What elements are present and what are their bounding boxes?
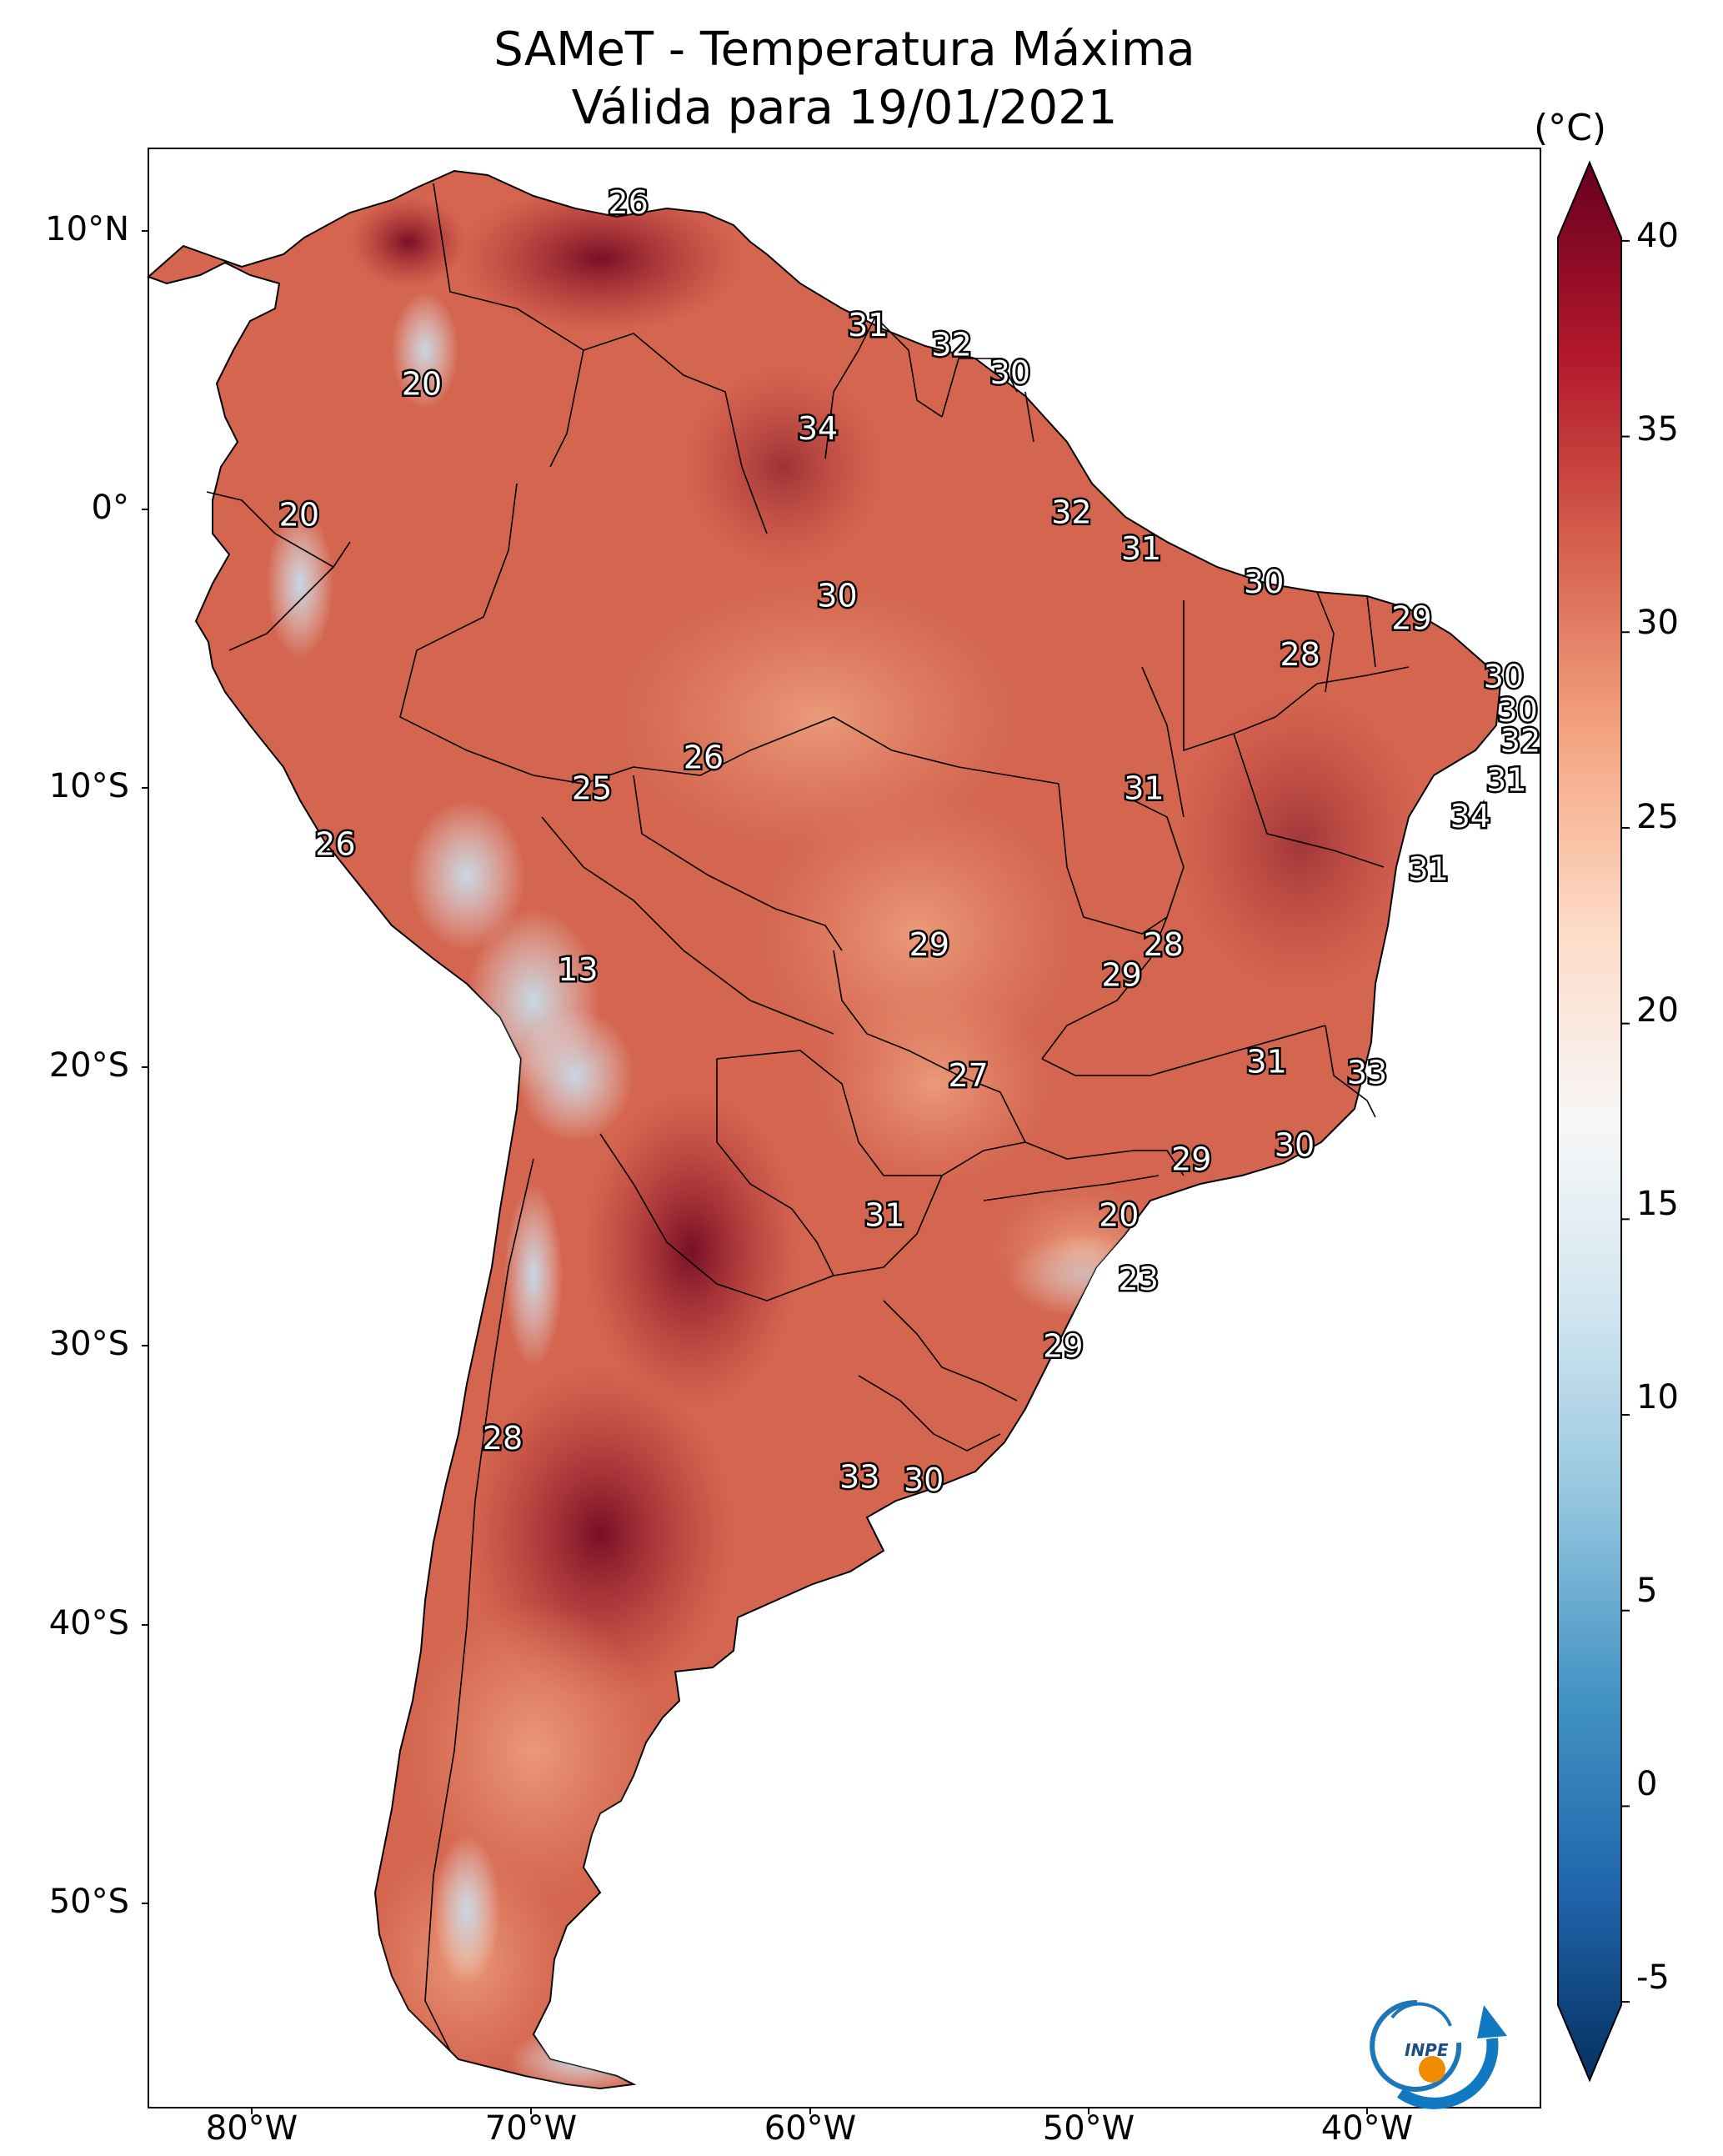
temperature-label: 29: [1101, 957, 1141, 994]
temperature-label: 23: [1119, 1261, 1159, 1297]
lat-label: 50°S: [48, 1883, 129, 1921]
temperature-label: 33: [1347, 1055, 1387, 1091]
temperature-label: 32: [931, 327, 971, 364]
map-title: SAMeT - Temperatura Máxima: [493, 23, 1195, 77]
temperature-label: 32: [1500, 723, 1540, 760]
temperature-label: 28: [1144, 926, 1184, 963]
temperature-label: 34: [798, 410, 838, 447]
temperature-label: 27: [948, 1057, 988, 1094]
temperature-label: 20: [1099, 1196, 1139, 1233]
temperature-label: 31: [848, 307, 888, 343]
lon-label: 80°W: [205, 2109, 298, 2148]
temperature-label: 32: [1051, 494, 1091, 530]
temperature-label: 31: [1408, 851, 1448, 888]
temperature-label: 30: [817, 578, 857, 614]
colorbar-tick-label: 35: [1636, 410, 1679, 449]
lon-label: 60°W: [764, 2109, 857, 2148]
lat-label: 30°S: [48, 1325, 129, 1363]
colorbar-tick-label: 20: [1636, 991, 1679, 1030]
temperature-label: 31: [1124, 770, 1164, 807]
temperature-label: 13: [558, 951, 598, 988]
temperature-label: 30: [1484, 659, 1524, 695]
axis-ticks: [142, 230, 1368, 2114]
temperature-label: 33: [839, 1459, 879, 1496]
temperature-label: 30: [904, 1462, 944, 1498]
colorbar-tick-label: -5: [1636, 1958, 1670, 1997]
colorbar: [1557, 160, 1630, 2083]
temperature-label: 30: [1497, 692, 1537, 729]
colorbar-tick-label: 15: [1636, 1185, 1679, 1223]
colorbar-unit: (°C): [1534, 107, 1607, 149]
lat-label: 40°S: [48, 1604, 129, 1642]
temperature-label: 31: [1486, 761, 1526, 798]
temperature-label: 26: [315, 825, 355, 862]
country-borders: [206, 183, 1410, 2052]
logo-text: INPE: [1405, 2040, 1449, 2060]
colorbar-tick-label: 10: [1636, 1378, 1679, 1416]
temperature-label: 20: [279, 497, 319, 534]
temperature-label: 30: [1244, 564, 1284, 600]
map-subtitle: Válida para 19/01/2021: [571, 81, 1118, 135]
inpe-logo-icon: INPE: [1370, 1999, 1507, 2109]
temperature-label: 20: [402, 365, 442, 402]
lat-label: 20°S: [48, 1046, 129, 1085]
lat-label: 0°: [91, 489, 129, 527]
temperature-label: 29: [1043, 1328, 1083, 1365]
lon-label: 40°W: [1320, 2109, 1414, 2148]
colorbar-bar: [1557, 160, 1622, 2083]
lon-label: 50°W: [1042, 2109, 1135, 2148]
colorbar-tick-label: 5: [1636, 1572, 1658, 1610]
temperature-label: 30: [990, 354, 1030, 391]
temperature-label: 25: [572, 770, 612, 807]
lon-label: 70°W: [484, 2109, 578, 2148]
temperature-label: 26: [684, 740, 724, 776]
temperature-label: 26: [608, 184, 648, 221]
temperature-label: 28: [1280, 636, 1320, 673]
colorbar-tick-label: 30: [1636, 604, 1679, 642]
colorbar-ticks: [1621, 239, 1630, 2003]
colorbar-tick-label: 0: [1636, 1765, 1658, 1803]
colorbar-tick-label: 25: [1636, 798, 1679, 836]
colorbar-tick-label: 40: [1636, 217, 1679, 255]
temperature-label: 29: [1171, 1141, 1211, 1177]
temperature-label: 30: [1275, 1127, 1315, 1164]
lat-label: 10°S: [48, 767, 129, 805]
land-shading: [148, 170, 1501, 2089]
temperature-label: 29: [1391, 599, 1431, 636]
temperature-label: 31: [864, 1196, 904, 1233]
temperature-label: 31: [1246, 1043, 1286, 1080]
lat-label: 10°N: [45, 210, 129, 248]
temperature-label: 29: [909, 926, 949, 963]
temperature-label: 31: [1121, 530, 1161, 567]
temperature-label: 28: [483, 1420, 523, 1457]
temperature-label: 34: [1450, 798, 1490, 835]
